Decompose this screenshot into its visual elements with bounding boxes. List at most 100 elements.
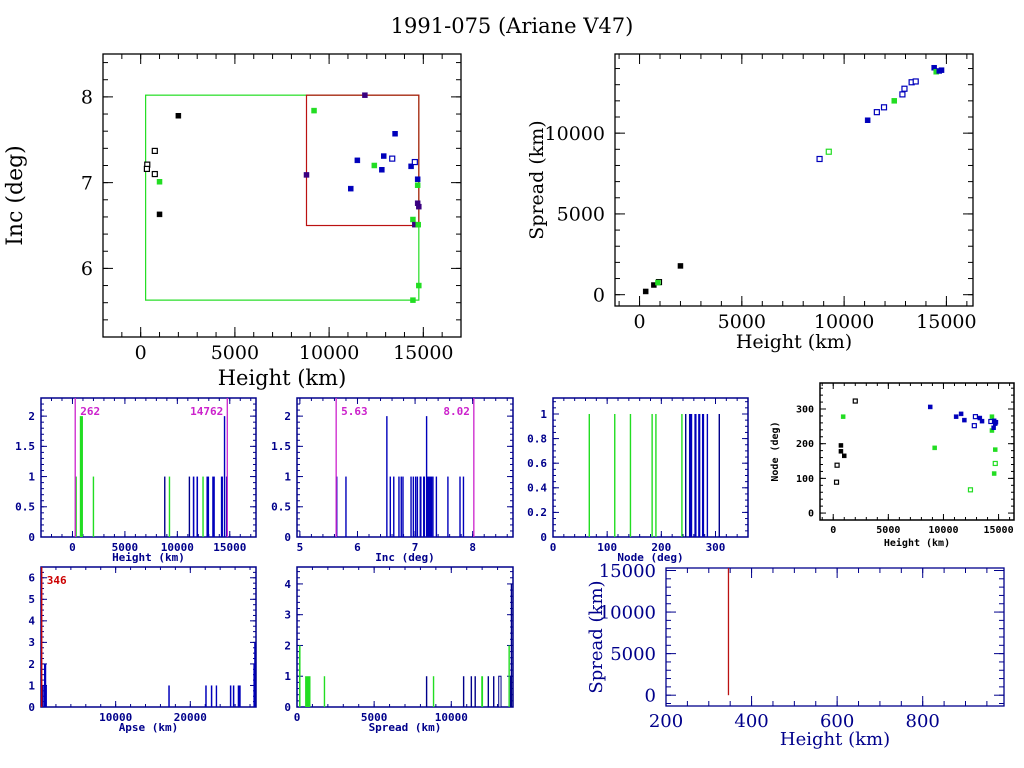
node_hist-x-tick-label: 300 [706, 541, 726, 554]
node_hist-y-tick-label: 0.4 [527, 482, 547, 495]
inc_vs_height-point [156, 211, 163, 218]
inc_vs_height-point [414, 182, 421, 188]
node_vs_height-point [834, 462, 840, 468]
spread_vs_height-point [655, 279, 661, 286]
page-title: 1991-075 (Ariane V47) [390, 14, 634, 38]
spread_vs_height_low-frame [665, 567, 1005, 707]
spread_vs_height-point [873, 109, 880, 116]
inc_vs_height-point [416, 282, 422, 289]
node_hist-bar [588, 413, 590, 537]
spread_hist-y-tick-label: 0 [284, 701, 291, 714]
apse_hist-y-tick-label: 5 [28, 593, 35, 606]
inc_vs_height-point [151, 147, 158, 155]
inc_vs_height-frame [102, 53, 462, 338]
spread_vs_height_low-x-tick-label: 200 [649, 711, 683, 732]
node_vs_height-point [979, 418, 985, 424]
spread_vs_height-point [816, 155, 823, 163]
inc_hist-bar [393, 476, 395, 537]
height_hist-y-tick-label: 1 [28, 470, 35, 483]
spread_vs_height-point [880, 104, 888, 111]
inc_hist-bar [389, 476, 392, 537]
spread_vs_height-point [825, 148, 832, 155]
spread_hist-x-tick-label: 0 [294, 711, 301, 724]
spread_vs_height-point [899, 91, 906, 98]
node_vs_height-point [842, 453, 847, 459]
inc_hist-bar [426, 476, 433, 537]
inc_hist-y-tick-label: 2 [284, 410, 291, 423]
node_vs_height-point [972, 414, 979, 420]
spread_hist-x-tick-label: 5000 [361, 711, 388, 724]
inc_hist-x-axis-label: Inc (deg) [375, 551, 435, 564]
inc_hist-bar [402, 476, 404, 537]
spread_hist-bar [425, 676, 428, 707]
apse_hist-bar [229, 685, 232, 707]
inc_hist-x-tick-label: 6 [354, 541, 361, 554]
spread_vs_height_low-x-tick-label: 600 [820, 711, 854, 732]
node_hist-bar [681, 413, 683, 537]
inc_vs_height-point [303, 172, 310, 178]
inc_vs_height-x-tick-label: 10000 [299, 342, 359, 364]
node_vs_height-y-tick-label: 0 [808, 509, 814, 520]
height_hist-bar [202, 476, 204, 537]
spread_vs_height-x-tick-label: 10000 [814, 311, 874, 333]
inc_vs_height-x-axis-label: Height (km) [218, 366, 347, 390]
inc_vs_height-point [143, 165, 151, 173]
node_hist-bar [701, 413, 705, 537]
spread_vs_height-point [901, 85, 908, 92]
inc_hist-bar [459, 476, 461, 537]
height_hist-y-tick-label: 0.5 [15, 501, 35, 514]
node_vs_height-point [989, 414, 995, 419]
height_hist-bar [212, 476, 215, 537]
apse_hist-frame [40, 566, 257, 708]
node_vs_height-point [967, 487, 974, 493]
inc_vs_height-point [311, 107, 317, 114]
node_vs_height-x-tick-label: 0 [830, 525, 836, 536]
height_hist-y-tick-label: 0 [28, 531, 35, 544]
node_vs_height-point [962, 417, 967, 423]
spread_vs_height_low-y-tick-label: 0 [645, 685, 656, 706]
spread_vs_height-x-tick-label: 5000 [718, 311, 766, 333]
node_vs_height-point [838, 443, 844, 448]
spread_vs_height-point [864, 117, 871, 123]
spread_vs_height_low-x-tick-label: 400 [734, 711, 768, 732]
inc_hist-bar [447, 476, 449, 537]
apse_hist-x-tick-label: 10000 [99, 711, 132, 724]
apse_hist-y-tick-label: 0 [28, 701, 35, 714]
inc_vs_height-point [354, 157, 361, 164]
inc_hist-x-tick-label: 7 [412, 541, 419, 554]
spread_vs_height-y-axis-label: Spread (km) [526, 120, 548, 239]
apse_hist-y-tick-label: 1 [28, 679, 35, 692]
node_vs_height-y-axis-label: Node (deg) [770, 421, 781, 481]
node_hist-x-axis-label: Node (deg) [617, 551, 683, 564]
spread_vs_height-y-tick-label: 0 [593, 284, 605, 306]
inc_hist-bar [412, 476, 415, 537]
node_hist-bar [655, 413, 657, 537]
height_hist-x-axis-label: Height (km) [112, 551, 185, 564]
spread_hist-bar [487, 676, 490, 707]
node_vs_height-x-tick-label: 15000 [984, 525, 1014, 536]
spread_vs_height-y-tick-label: 5000 [557, 204, 605, 226]
height_hist-x-tick-label: 5000 [112, 541, 139, 554]
height_hist-limit-label: 14762 [190, 405, 223, 418]
node_hist-bar [706, 413, 709, 537]
node_hist-x-tick-label: 200 [651, 541, 671, 554]
spread_vs_height_low-y-axis-label: Spread (km) [586, 580, 607, 693]
height_hist-bar [192, 476, 195, 537]
spread_hist-y-tick-label: 1 [284, 670, 291, 683]
inc_hist-bar [435, 476, 438, 537]
spread_hist-bar [462, 676, 465, 707]
spread_vs_height-point [677, 263, 684, 269]
inc_hist-y-tick-label: 0.5 [271, 501, 291, 514]
inc_vs_height-x-tick-label: 15000 [393, 342, 453, 364]
spread_hist-bar [481, 676, 484, 707]
node_hist-bar [685, 413, 687, 537]
inc_hist-bar [462, 476, 465, 537]
node_hist-y-tick-label: 0.6 [527, 457, 547, 470]
node_vs_height-point [927, 404, 933, 410]
spread_vs_height-point [938, 67, 945, 73]
node_vs_height-point [993, 447, 998, 452]
node_vs_height-point [852, 398, 858, 404]
node_vs_height-point [932, 445, 937, 451]
inc_vs_height-point [156, 179, 163, 185]
